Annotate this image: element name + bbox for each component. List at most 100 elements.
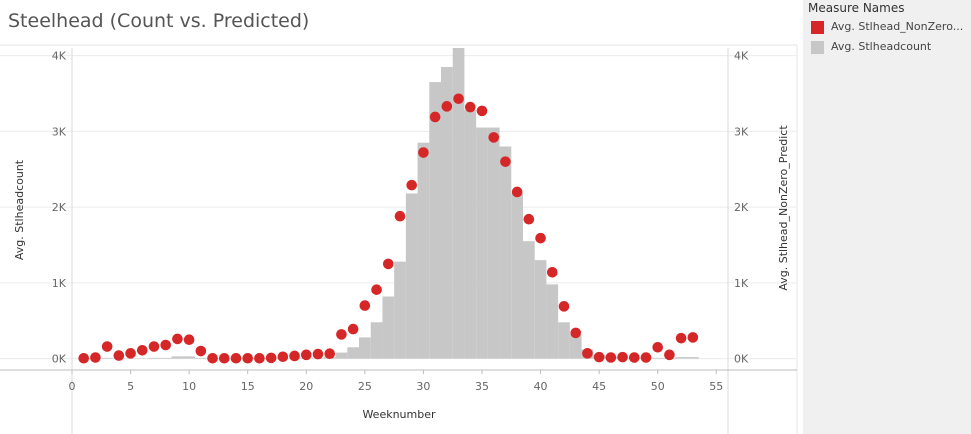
legend-item-predicted[interactable]: Avg. Stlhead_NonZero...	[811, 20, 971, 36]
predicted-point	[675, 332, 687, 344]
count-bar	[370, 322, 383, 359]
point-series	[78, 93, 699, 364]
x-tick-label: 10	[182, 380, 196, 393]
predicted-point	[476, 105, 488, 117]
x-tick-label: 25	[358, 380, 372, 393]
count-bar	[511, 193, 523, 359]
count-bar	[335, 352, 348, 359]
predicted-point	[394, 210, 406, 222]
predicted-point	[605, 352, 617, 363]
predicted-point	[488, 132, 500, 143]
predicted-point	[312, 348, 324, 360]
predicted-point	[300, 349, 312, 361]
predicted-point	[101, 341, 113, 352]
count-bar	[569, 334, 582, 359]
count-bar	[651, 357, 664, 359]
predicted-point	[289, 350, 300, 362]
predicted-point	[195, 345, 207, 357]
count-bar	[405, 193, 418, 359]
predicted-point	[582, 348, 593, 359]
x-axis-title: Weeknumber	[362, 408, 436, 421]
y-axis-title-left: Avg. Stlheadcount	[13, 159, 26, 260]
x-tick-label: 30	[416, 380, 430, 393]
x-tick-label: 45	[592, 380, 606, 393]
predicted-point	[336, 329, 347, 340]
count-bar	[675, 357, 687, 359]
predicted-point	[406, 179, 418, 191]
y-tick-label-right: 2K	[734, 201, 749, 214]
y-tick-label-left: 0K	[52, 353, 67, 366]
predicted-point	[230, 352, 242, 364]
count-bar	[452, 48, 465, 359]
predicted-point	[113, 350, 125, 361]
x-tick-label: 40	[534, 380, 548, 393]
legend-swatch-predicted	[811, 21, 824, 34]
legend-panel: Measure Names Avg. Stlhead_NonZero... Av…	[803, 0, 971, 434]
y-tick-label-left: 3K	[52, 125, 67, 138]
count-bar	[487, 127, 500, 359]
predicted-point	[78, 352, 90, 364]
predicted-point	[160, 339, 172, 351]
predicted-point	[453, 93, 464, 105]
count-bar	[347, 347, 359, 359]
x-tick-label: 0	[69, 380, 76, 393]
predicted-point	[500, 156, 511, 167]
y-tick-label-left: 4K	[52, 50, 67, 63]
predicted-point	[218, 352, 230, 364]
predicted-point	[172, 333, 183, 345]
predicted-point	[464, 101, 476, 113]
count-bar	[558, 322, 570, 359]
x-tick-label: 15	[241, 380, 255, 393]
chart-title: Steelhead (Count vs. Predicted)	[8, 10, 310, 32]
predicted-point	[535, 232, 546, 244]
x-tick-label: 55	[709, 380, 723, 393]
count-bar	[441, 66, 453, 359]
count-bar	[546, 284, 559, 359]
count-bar	[687, 357, 699, 359]
predicted-point	[418, 147, 429, 158]
count-bar	[464, 110, 477, 359]
count-bar	[171, 356, 184, 359]
legend-label-count: Avg. Stlheadcount	[831, 40, 932, 53]
count-bar	[183, 356, 195, 359]
y-tick-label-left: 2K	[52, 201, 67, 214]
count-bar	[417, 142, 430, 359]
predicted-point	[136, 345, 148, 356]
y-tick-label-right: 3K	[734, 125, 749, 138]
y-tick-label-left: 1K	[52, 277, 67, 290]
predicted-point	[523, 213, 535, 225]
predicted-point	[207, 352, 218, 364]
predicted-point	[254, 352, 265, 364]
predicted-point	[359, 300, 371, 311]
legend-label-predicted: Avg. Stlhead_NonZero...	[831, 20, 964, 33]
predicted-point	[125, 348, 136, 359]
x-tick-label: 35	[475, 380, 489, 393]
predicted-point	[664, 349, 675, 361]
predicted-point	[347, 323, 359, 335]
legend-title: Measure Names	[808, 1, 905, 15]
x-tick-label: 20	[299, 380, 313, 393]
predicted-point	[429, 111, 441, 123]
count-bar	[195, 357, 207, 359]
count-bar	[523, 241, 535, 359]
predicted-point	[617, 351, 628, 363]
legend-item-count[interactable]: Avg. Stlheadcount	[811, 40, 971, 56]
predicted-point	[511, 186, 523, 198]
predicted-point	[593, 351, 605, 363]
legend-swatch-count	[811, 41, 824, 54]
count-bar	[394, 261, 406, 359]
predicted-point	[148, 341, 160, 352]
count-bar	[499, 146, 512, 359]
predicted-point	[652, 341, 664, 353]
predicted-point	[628, 352, 640, 363]
y-tick-label-right: 1K	[734, 277, 749, 290]
x-tick-label: 5	[127, 380, 134, 393]
count-bar	[382, 296, 395, 359]
predicted-point	[546, 266, 558, 278]
predicted-point	[183, 334, 195, 345]
predicted-point	[371, 284, 382, 295]
predicted-point	[558, 301, 570, 312]
predicted-point	[277, 351, 289, 363]
x-tick-label: 50	[651, 380, 665, 393]
predicted-point	[242, 352, 254, 364]
